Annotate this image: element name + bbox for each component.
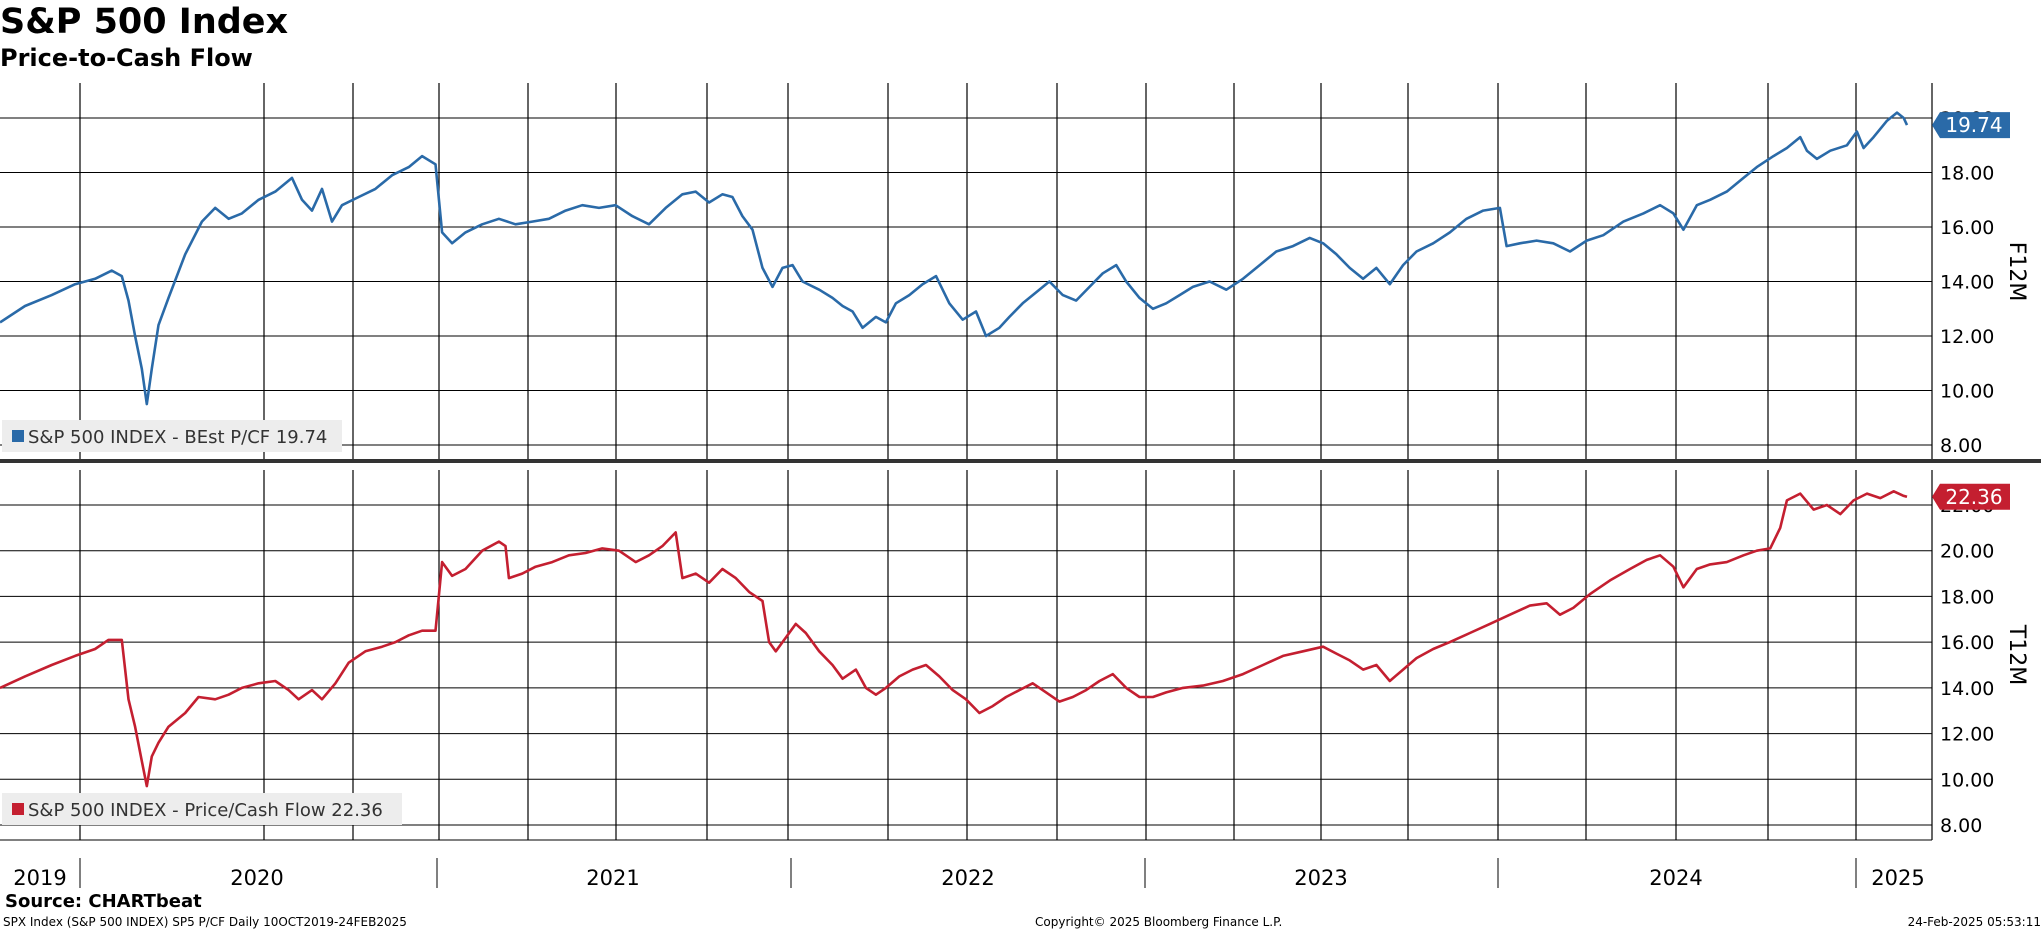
last-value-tag bbox=[1932, 112, 2010, 139]
x-tick-label: 2020 bbox=[230, 866, 283, 890]
last-value-label: 19.74 bbox=[1945, 113, 2002, 137]
chart-title: S&P 500 Index bbox=[0, 2, 289, 42]
x-tick-label: 2024 bbox=[1649, 866, 1702, 890]
y-tick-label: 16.00 bbox=[1940, 632, 1994, 654]
legend-label: S&P 500 INDEX - Price/Cash Flow 22.36 bbox=[28, 800, 383, 821]
y-tick-label: 16.00 bbox=[1940, 217, 1994, 239]
y-tick-label: 10.00 bbox=[1940, 769, 1994, 791]
footer-copyright: Copyright© 2025 Bloomberg Finance L.P. bbox=[1035, 915, 1283, 929]
footer-timestamp: 24-Feb-2025 05:53:11 bbox=[1907, 915, 2041, 929]
y-tick-label: 20.00 bbox=[1940, 541, 1994, 563]
last-value-tag bbox=[1932, 483, 2010, 510]
y-tick-label: 10.00 bbox=[1940, 381, 1994, 403]
y-tick-label: 18.00 bbox=[1940, 163, 1994, 185]
y-tick-label: 8.00 bbox=[1940, 815, 1982, 837]
x-tick-label: 2023 bbox=[1294, 866, 1347, 890]
last-value-label: 22.36 bbox=[1945, 485, 2002, 509]
y-tick-label: 14.00 bbox=[1940, 272, 1994, 294]
y-tick-label: 18.00 bbox=[1940, 586, 1994, 608]
y-tick-label: 12.00 bbox=[1940, 724, 1994, 746]
y-tick-label: 14.00 bbox=[1940, 678, 1994, 700]
x-tick-label: 2019 bbox=[13, 866, 66, 890]
x-tick-label: 2021 bbox=[586, 866, 639, 890]
y-axis-label: T12M bbox=[2004, 624, 2029, 685]
panel-divider bbox=[0, 459, 2041, 463]
y-tick-label: 12.00 bbox=[1940, 326, 1994, 348]
legend-label: S&P 500 INDEX - BEst P/CF 19.74 bbox=[28, 427, 327, 448]
top-panel: 8.0010.0012.0014.0016.0018.0020.00F12M19… bbox=[0, 83, 2029, 460]
x-tick-label: 2022 bbox=[941, 866, 994, 890]
bottom-panel: 8.0010.0012.0014.0016.0018.0020.0022.00T… bbox=[0, 470, 2029, 840]
x-tick-label: 2025 bbox=[1871, 866, 1924, 890]
legend-box bbox=[2, 793, 402, 825]
legend-swatch bbox=[12, 430, 24, 442]
bottom-series-line bbox=[0, 490, 1908, 788]
chart-subtitle: Price-to-Cash Flow bbox=[0, 44, 253, 72]
y-axis-label: F12M bbox=[2004, 242, 2029, 302]
legend-box bbox=[2, 420, 342, 452]
y-tick-label: 8.00 bbox=[1940, 435, 1982, 457]
legend-swatch bbox=[12, 803, 24, 815]
top-series-line bbox=[0, 111, 1909, 406]
x-axis: 2019 2020 2021 2022 2023 2024 2025 bbox=[0, 839, 1932, 890]
source-note: Source: CHARTbeat bbox=[5, 891, 202, 912]
footer-ticker-info: SPX Index (S&P 500 INDEX) SP5 P/CF Daily… bbox=[3, 915, 407, 929]
